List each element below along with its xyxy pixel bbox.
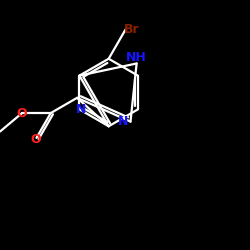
Text: O: O [30, 133, 40, 146]
Text: N: N [76, 103, 87, 116]
Text: NH: NH [126, 52, 147, 64]
Text: O: O [17, 106, 28, 120]
Text: N: N [118, 115, 129, 128]
Text: Br: Br [124, 23, 140, 36]
